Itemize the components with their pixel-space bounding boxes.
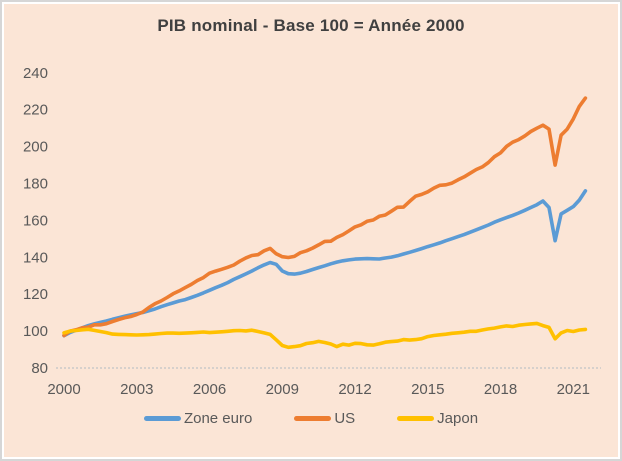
legend-swatch-us bbox=[294, 416, 332, 421]
legend-item-japon: Japon bbox=[397, 410, 478, 427]
x-axis-tick-label: 2009 bbox=[266, 381, 299, 398]
x-axis-tick-label: 2006 bbox=[193, 381, 226, 398]
legend-label-us: US bbox=[334, 410, 356, 427]
legend-item-zone-euro: Zone euro bbox=[143, 410, 253, 427]
y-axis-tick-label: 140 bbox=[23, 249, 48, 266]
legend-item-us: US bbox=[294, 410, 355, 427]
y-axis-tick-label: 220 bbox=[23, 102, 48, 119]
y-axis-tick-label: 200 bbox=[23, 139, 48, 156]
x-axis-tick-label: 2012 bbox=[338, 381, 371, 398]
chart-legend: Zone euro US Japon bbox=[4, 401, 618, 457]
legend-swatch-zone-euro bbox=[143, 416, 181, 421]
x-axis-tick-label: 2015 bbox=[411, 381, 444, 398]
x-axis-tick-label: 2018 bbox=[484, 381, 517, 398]
legend-label-japon: Japon bbox=[437, 410, 479, 427]
x-axis-tick-label: 2000 bbox=[47, 381, 80, 398]
x-axis-tick-label: 2003 bbox=[120, 381, 153, 398]
x-axis-tick-label: 2021 bbox=[557, 381, 590, 398]
legend-label-zone-euro: Zone euro bbox=[183, 410, 253, 427]
chart-container: PIB nominal - Base 100 = Année 2000 240 2… bbox=[4, 4, 618, 457]
y-axis-tick-label: 100 bbox=[23, 323, 48, 340]
chart-title: PIB nominal - Base 100 = Année 2000 bbox=[157, 16, 465, 35]
plot-area: 240 220 200 180 160 140 120 100 80 2000 2003 2006 20… bbox=[23, 65, 601, 398]
y-axis-tick-label: 180 bbox=[23, 176, 48, 193]
y-axis-tick-label: 120 bbox=[23, 286, 48, 303]
y-axis-tick-label: 80 bbox=[31, 360, 48, 377]
y-axis-tick-label: 240 bbox=[23, 65, 48, 82]
y-axis-tick-label: 160 bbox=[23, 212, 48, 229]
series-line-us bbox=[62, 96, 588, 338]
legend-swatch-japon bbox=[397, 416, 435, 421]
series-line-zone-euro bbox=[62, 189, 588, 338]
series-line-japon bbox=[62, 321, 588, 350]
